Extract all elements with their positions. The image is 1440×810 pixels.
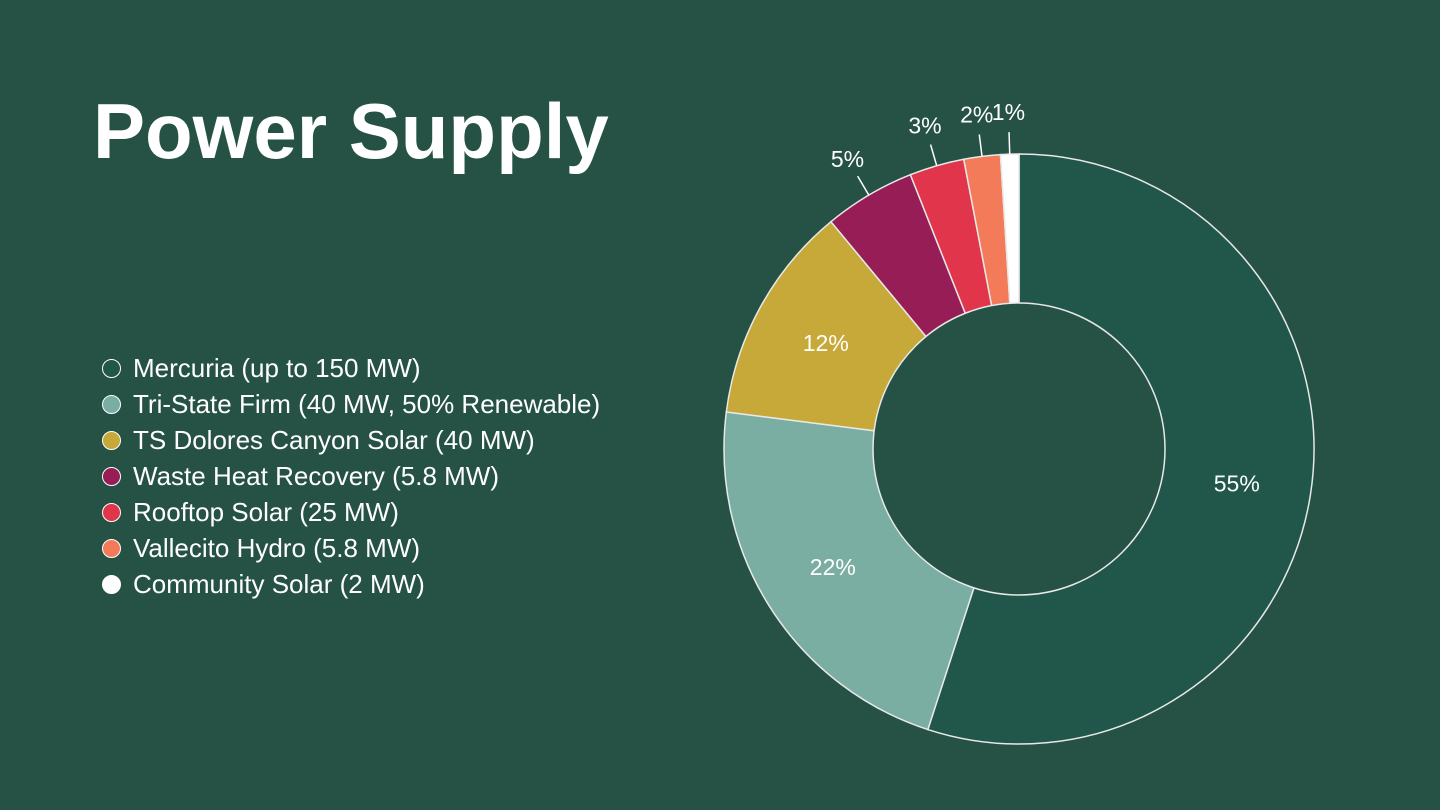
slice-label: 1% <box>992 99 1025 125</box>
legend-label: Community Solar (2 MW) <box>133 569 425 599</box>
legend-label: TS Dolores Canyon Solar (40 MW) <box>133 425 535 455</box>
legend-swatch <box>102 430 121 450</box>
slice-label: 22% <box>810 554 856 580</box>
legend-item: Vallecito Hydro (5.8 MW) <box>102 530 600 566</box>
slice-label: 3% <box>908 112 941 138</box>
legend-label: Vallecito Hydro (5.8 MW) <box>133 533 421 563</box>
legend-label: Mercuria (up to 150 MW) <box>133 353 421 383</box>
legend-item: Mercuria (up to 150 MW) <box>102 350 600 386</box>
label-leader-line <box>978 134 983 157</box>
label-leader-line <box>1008 132 1011 155</box>
legend-swatch <box>102 394 121 414</box>
label-leader-line <box>929 144 938 166</box>
chart-legend: Mercuria (up to 150 MW) Tri-State Firm (4… <box>102 350 600 602</box>
slice-label: 12% <box>803 330 849 356</box>
legend-item: Community Solar (2 MW) <box>102 566 600 602</box>
legend-swatch <box>102 538 121 558</box>
legend-swatch <box>102 466 121 486</box>
legend-label: Waste Heat Recovery (5.8 MW) <box>133 461 500 491</box>
slice-label: 55% <box>1214 470 1260 496</box>
legend-swatch <box>102 502 121 522</box>
slice-label: 2% <box>960 102 993 128</box>
legend-item: TS Dolores Canyon Solar (40 MW) <box>102 422 600 458</box>
legend-item: Waste Heat Recovery (5.8 MW) <box>102 458 600 494</box>
legend-item: Rooftop Solar (25 MW) <box>102 494 600 530</box>
label-leader-line <box>856 175 870 196</box>
slice-label: 5% <box>831 146 864 172</box>
legend-label: Tri-State Firm (40 MW, 50% Renewable) <box>133 389 601 419</box>
legend-label: Rooftop Solar (25 MW) <box>133 497 399 527</box>
page-title: Power Supply <box>93 87 609 175</box>
chart-labels: 55% 22% 12% 5% 3% 2%1% <box>803 99 1260 580</box>
donut-hole <box>872 302 1166 596</box>
legend-swatch <box>102 358 121 378</box>
legend-swatch <box>102 574 121 594</box>
legend-item: Tri-State Firm (40 MW, 50% Renewable) <box>102 386 600 422</box>
